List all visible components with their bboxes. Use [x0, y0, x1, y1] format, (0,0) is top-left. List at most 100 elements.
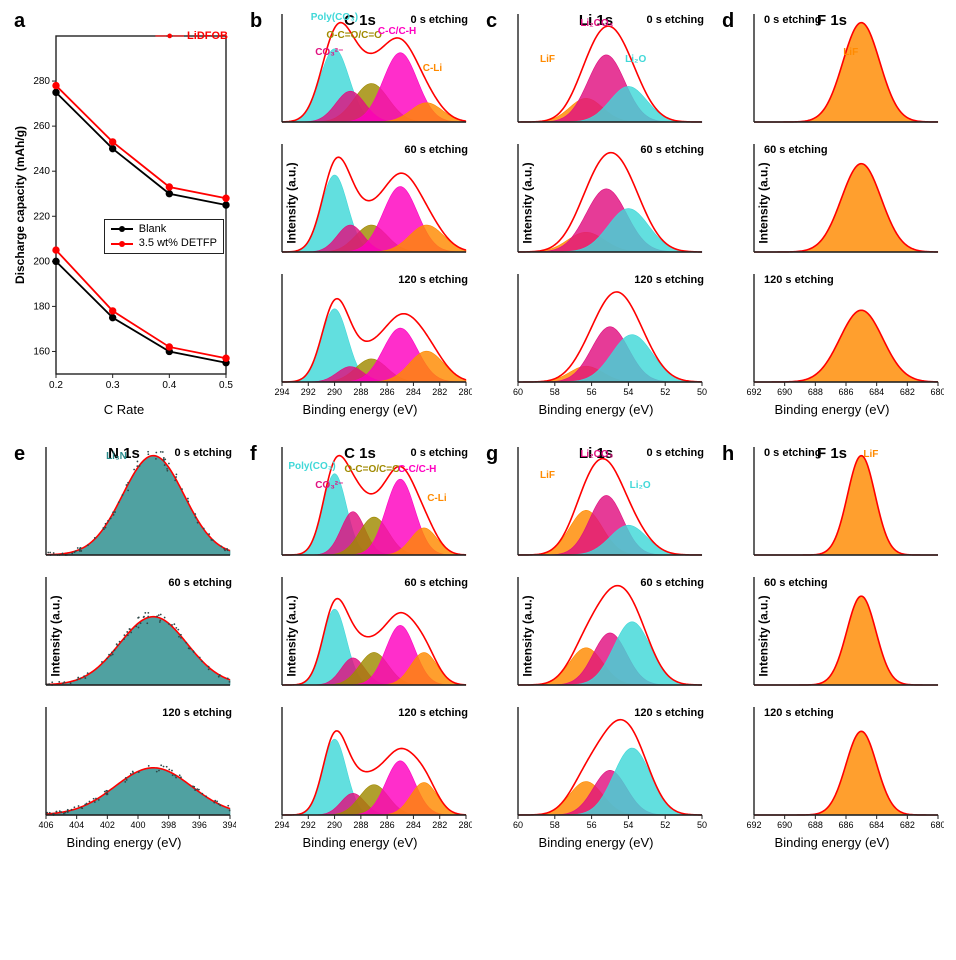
peak-label-c1s-0: Poly(CO₃) — [311, 12, 358, 23]
etch-label-f1s-bottom-0: 0 s etching — [764, 447, 821, 459]
li1s-bottom-row-1: 60 s etchingIntensity (a.u.) — [484, 571, 708, 701]
svg-text:690: 690 — [777, 820, 792, 830]
peak-label-c1s-1: O-C=O/C=O — [344, 464, 400, 475]
peak-label-c1s-3: CO₃²⁻ — [315, 480, 343, 491]
figure-root: a —●— LiDFOB 1601802002202402602800.20.3… — [0, 0, 956, 870]
legend-swatch — [111, 228, 133, 230]
col-f-c1s-bot: fC 1sPoly(CO₃)O-C=O/C=OC-C/C-HCO₃²⁻C-Li0… — [248, 441, 472, 850]
svg-text:288: 288 — [353, 387, 368, 397]
etch-label-li1s-top-0: 0 s etching — [647, 14, 704, 26]
li1s-top-row-1: 60 s etchingIntensity (a.u.) — [484, 138, 708, 268]
etch-label-n1s-bottom-0: 0 s etching — [175, 447, 232, 459]
legend-item-3.5-wt%-detfp: 3.5 wt% DETFP — [111, 236, 217, 251]
ytitle-c1s-bottom: Intensity (a.u.) — [285, 595, 299, 676]
svg-text:220: 220 — [33, 211, 50, 222]
svg-text:288: 288 — [353, 820, 368, 830]
svg-text:60: 60 — [513, 387, 523, 397]
svg-text:56: 56 — [587, 387, 597, 397]
svg-text:282: 282 — [432, 387, 447, 397]
f1s-bottom-row-2: 120 s etching692690688686684682680 — [720, 701, 944, 831]
etch-label-c1s-top-1: 60 s etching — [404, 144, 468, 156]
ytitle-f1s-bottom: Intensity (a.u.) — [757, 595, 771, 676]
n1s-bottom-row-1: 60 s etchingIntensity (a.u.) — [12, 571, 236, 701]
svg-text:682: 682 — [900, 820, 915, 830]
li1s-bottom-row-0: gLi 1sLi₂CO₃LiFLi₂O0 s etching — [484, 441, 708, 571]
svg-text:284: 284 — [406, 820, 421, 830]
rate-chart-host: 1601802002202402602800.20.30.40.5Dischar… — [12, 8, 236, 398]
xlabel-col0-top: C Rate — [12, 402, 236, 417]
svg-text:50: 50 — [697, 387, 707, 397]
etch-label-li1s-bottom-1: 60 s etching — [640, 577, 704, 589]
svg-text:54: 54 — [623, 820, 633, 830]
col-h-f1s-bot: hF 1sLiF0 s etching 60 s etching Intensity… — [720, 441, 944, 850]
svg-text:402: 402 — [100, 820, 115, 830]
ytitle-li1s-top: Intensity (a.u.) — [521, 162, 535, 243]
legend-text: 3.5 wt% DETFP — [139, 236, 217, 251]
xlabel-li1s-bottom: Binding energy (eV) — [484, 835, 708, 850]
svg-text:688: 688 — [808, 820, 823, 830]
col-b-c1s-top: bC 1sPoly(CO₃)O-C=O/C=OC-C/C-HCO₃²⁻C-Li0… — [248, 8, 472, 417]
svg-text:286: 286 — [380, 387, 395, 397]
c1s-top-row-1: 60 s etchingIntensity (a.u.) — [248, 138, 472, 268]
legend-text: Blank — [139, 222, 167, 237]
svg-text:60: 60 — [513, 820, 523, 830]
svg-text:688: 688 — [808, 387, 823, 397]
xlabel-c1s-bottom: Binding energy (eV) — [248, 835, 472, 850]
xlabel-f1s-top: Binding energy (eV) — [720, 402, 944, 417]
svg-text:684: 684 — [869, 820, 884, 830]
c1s-top-row-0: bC 1sPoly(CO₃)O-C=O/C=OC-C/C-HCO₃²⁻C-Li0… — [248, 8, 472, 138]
svg-text:680: 680 — [930, 820, 944, 830]
col-a-rate-chart: a —●— LiDFOB 1601802002202402602800.20.3… — [12, 8, 236, 417]
svg-text:396: 396 — [192, 820, 207, 830]
li1s-bottom-row-2: 120 s etching605856545250 — [484, 701, 708, 831]
svg-text:200: 200 — [33, 256, 50, 267]
panel-label-a: a — [14, 10, 25, 33]
f1s-top-row-2: 120 s etching692690688686684682680 — [720, 268, 944, 398]
svg-text:680: 680 — [930, 387, 944, 397]
svg-text:58: 58 — [550, 820, 560, 830]
etch-label-li1s-bottom-0: 0 s etching — [647, 447, 704, 459]
li1s-top-row-0: cLi 1sLi₂CO₃LiFLi₂O0 s etching — [484, 8, 708, 138]
etch-label-c1s-top-2: 120 s etching — [398, 274, 468, 286]
svg-text:394: 394 — [222, 820, 236, 830]
f1s-top-row-1: 60 s etchingIntensity (a.u.) — [720, 138, 944, 268]
col-header-f1s-top: F 1s — [720, 12, 944, 29]
svg-text:684: 684 — [869, 387, 884, 397]
svg-text:240: 240 — [33, 166, 50, 177]
svg-text:682: 682 — [900, 387, 915, 397]
annotation-lidfob: —●— LiDFOB — [155, 30, 228, 42]
svg-text:260: 260 — [33, 121, 50, 132]
svg-text:284: 284 — [406, 387, 421, 397]
etch-label-f1s-top-1: 60 s etching — [764, 144, 828, 156]
svg-text:286: 286 — [380, 820, 395, 830]
f1s-bottom-row-0: hF 1sLiF0 s etching — [720, 441, 944, 571]
svg-text:692: 692 — [746, 820, 761, 830]
etch-label-c1s-bottom-0: 0 s etching — [411, 447, 468, 459]
svg-text:52: 52 — [660, 387, 670, 397]
c1s-top-row-2: 120 s etching294292290288286284282280 — [248, 268, 472, 398]
etch-label-f1s-top-0: 0 s etching — [764, 14, 821, 26]
etch-label-f1s-bottom-1: 60 s etching — [764, 577, 828, 589]
etch-label-c1s-bottom-2: 120 s etching — [398, 707, 468, 719]
etch-label-li1s-bottom-2: 120 s etching — [634, 707, 704, 719]
svg-text:0.2: 0.2 — [49, 380, 63, 391]
etch-label-li1s-top-2: 120 s etching — [634, 274, 704, 286]
c1s-bottom-row-1: 60 s etchingIntensity (a.u.) — [248, 571, 472, 701]
peak-label-li1s-2: Li₂O — [625, 54, 646, 65]
peak-label-li1s-1: LiF — [540, 54, 555, 65]
f1s-top-row-0: dF 1sLiF0 s etching — [720, 8, 944, 138]
svg-text:686: 686 — [838, 820, 853, 830]
peak-label-c1s-4: C-Li — [423, 63, 442, 74]
peak-label-c1s-0: Poly(CO₃) — [288, 461, 335, 472]
svg-text:280: 280 — [458, 820, 472, 830]
svg-text:160: 160 — [33, 346, 50, 357]
col-c-li1s-top: cLi 1sLi₂CO₃LiFLi₂O0 s etching60 s etchi… — [484, 8, 708, 417]
svg-text:398: 398 — [161, 820, 176, 830]
svg-text:292: 292 — [301, 820, 316, 830]
col-header-f1s-bottom: F 1s — [720, 445, 944, 462]
svg-text:58: 58 — [550, 387, 560, 397]
svg-text:Discharge capacity (mAh/g): Discharge capacity (mAh/g) — [13, 126, 27, 284]
etch-label-n1s-bottom-1: 60 s etching — [168, 577, 232, 589]
svg-text:690: 690 — [777, 387, 792, 397]
peak-label-c1s-1: O-C=O/C=O — [326, 30, 382, 41]
